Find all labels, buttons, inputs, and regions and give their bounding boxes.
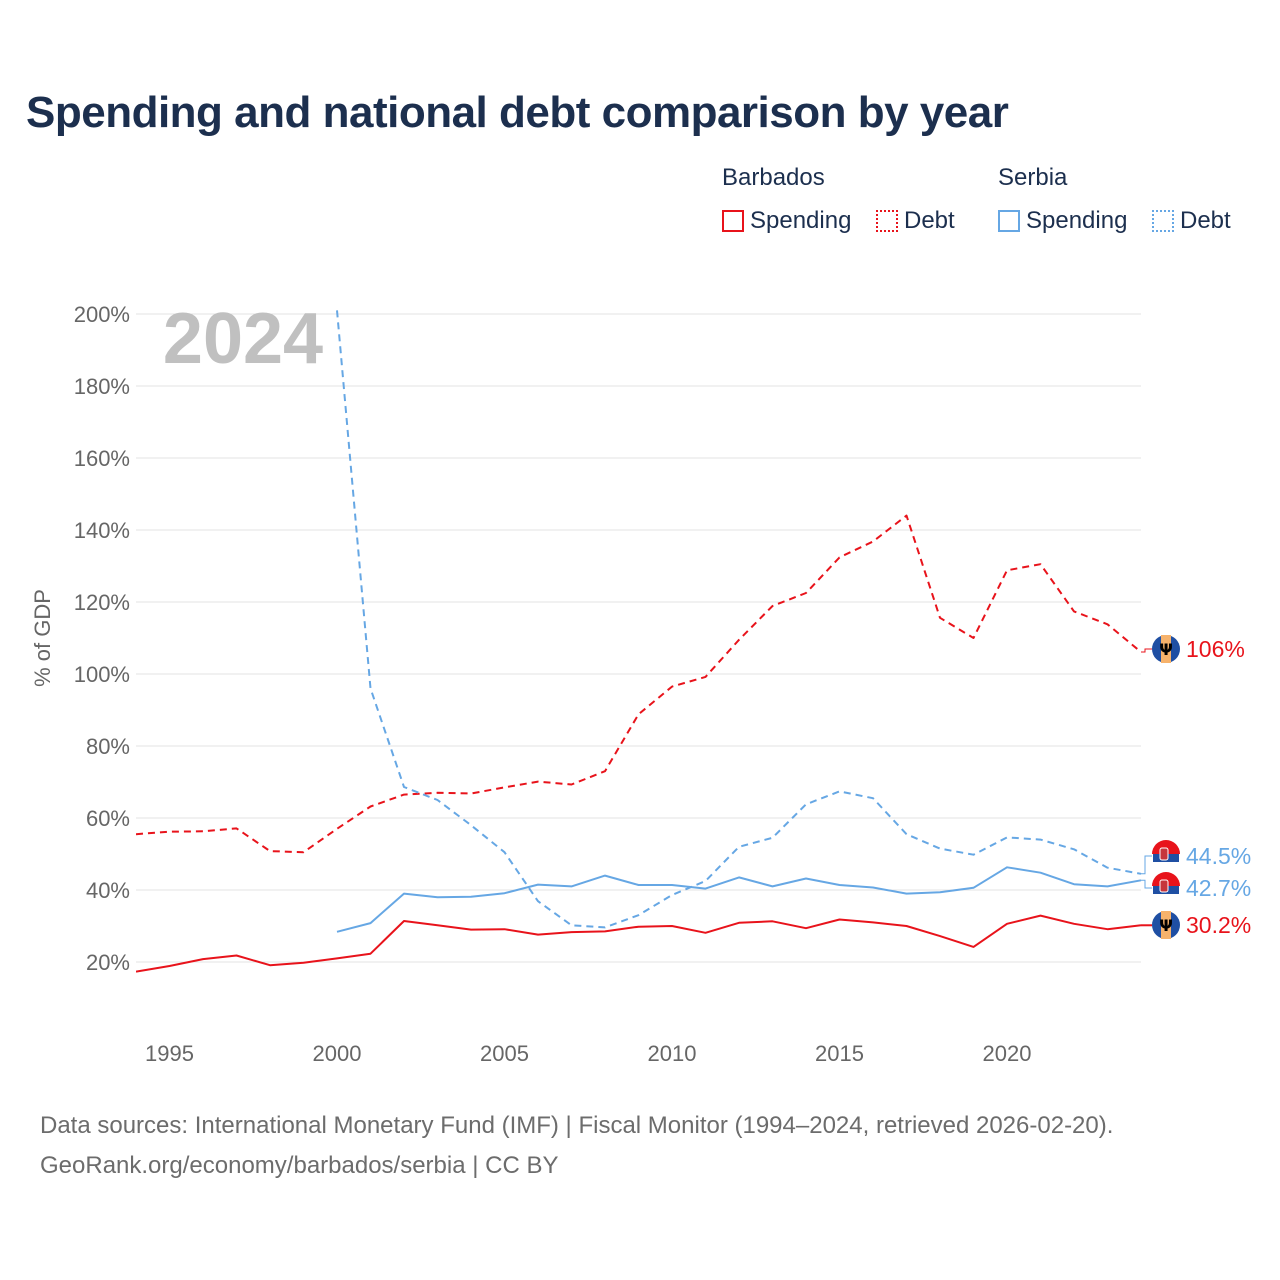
serbia-debt-end-label: 44.5% <box>1186 843 1251 869</box>
grid-lines <box>136 313 1141 963</box>
series-line-serbia-debt <box>336 310 1142 929</box>
serbia-debt-flag-icon <box>1152 840 1180 870</box>
legend-label: Spending <box>750 207 852 234</box>
legend-label: Debt <box>904 207 955 234</box>
legend-dotted-swatch-icon <box>876 210 898 232</box>
legend-solid-swatch-icon <box>998 210 1020 232</box>
y-tick-label: 140% <box>74 518 130 543</box>
page-title: Spending and national debt comparison by… <box>26 88 1009 137</box>
y-tick-label: 40% <box>86 878 130 903</box>
legend-serbia-spending[interactable]: Spending <box>998 206 1127 236</box>
legend-group-barbados: Barbados <box>722 164 825 191</box>
barbados-spending-end-label: 30.2% <box>1186 912 1251 938</box>
flag-band-gold <box>1161 635 1171 663</box>
source-line: Data sources: International Monetary Fun… <box>40 1112 1114 1139</box>
y-tick-label: 80% <box>86 734 130 759</box>
y-axis-label: % of GDP <box>30 589 55 687</box>
y-tick-label: 20% <box>86 950 130 975</box>
serbia-spending-leader-line <box>1141 879 1152 889</box>
barbados-spending-flag-icon: Ψ <box>1152 911 1180 939</box>
y-tick-label: 100% <box>74 662 130 687</box>
legend-dotted-swatch-icon <box>1152 210 1174 232</box>
barbados-debt-leader-line <box>1141 648 1152 653</box>
serbia-spending-flag-icon <box>1152 872 1180 902</box>
legend-solid-swatch-icon <box>722 210 744 232</box>
series-line-barbados-debt <box>136 514 1142 854</box>
flag-band-red <box>1152 840 1180 854</box>
y-tick-label: 180% <box>74 374 130 399</box>
series-line-barbados-spending <box>136 914 1142 973</box>
flag-band-red <box>1152 872 1180 886</box>
legend-barbados-debt[interactable]: Debt <box>876 206 955 236</box>
axis-labels: 20% 40% 60% 80% 100% 120% 140% 160% 180% 200% 1995… <box>30 302 1031 1066</box>
coat-of-arms-icon <box>1159 847 1169 861</box>
x-tick-label: 2000 <box>313 1041 362 1066</box>
attribution-link[interactable]: GeoRank.org/economy/barbados/serbia | CC… <box>40 1152 559 1179</box>
flag-band-gold <box>1161 911 1171 939</box>
x-tick-label: 2005 <box>480 1041 529 1066</box>
x-tick-label: 2020 <box>983 1041 1032 1066</box>
y-tick-label: 60% <box>86 806 130 831</box>
year-watermark: 2024 <box>163 299 323 379</box>
legend-label: Debt <box>1180 207 1231 234</box>
legend-group-serbia: Serbia <box>998 164 1068 191</box>
y-tick-label: 200% <box>74 302 130 327</box>
trident-icon: Ψ <box>1159 640 1173 659</box>
end-markers: Ψ 106% Ψ 30.2% 44.5% 42.7% <box>1141 635 1251 939</box>
x-tick-label: 2010 <box>648 1041 697 1066</box>
legend-serbia-debt[interactable]: Debt <box>1152 206 1231 236</box>
x-tick-label: 1995 <box>145 1041 194 1066</box>
series-line-serbia-spending <box>336 866 1142 933</box>
serbia-debt-leader-line <box>1141 855 1152 875</box>
legend-barbados-spending[interactable]: Spending <box>722 206 851 236</box>
source-footer: Data sources: International Monetary Fun… <box>40 1106 1113 1186</box>
barbados-debt-flag-icon: Ψ <box>1152 635 1180 663</box>
coat-of-arms-icon <box>1159 879 1169 893</box>
barbados-debt-end-label: 106% <box>1186 636 1245 662</box>
legend-label: Spending <box>1026 207 1128 234</box>
y-tick-label: 160% <box>74 446 130 471</box>
x-tick-label: 2015 <box>815 1041 864 1066</box>
y-tick-label: 120% <box>74 590 130 615</box>
trident-icon: Ψ <box>1159 916 1173 935</box>
series-lines <box>136 310 1142 973</box>
serbia-spending-end-label: 42.7% <box>1186 875 1251 901</box>
